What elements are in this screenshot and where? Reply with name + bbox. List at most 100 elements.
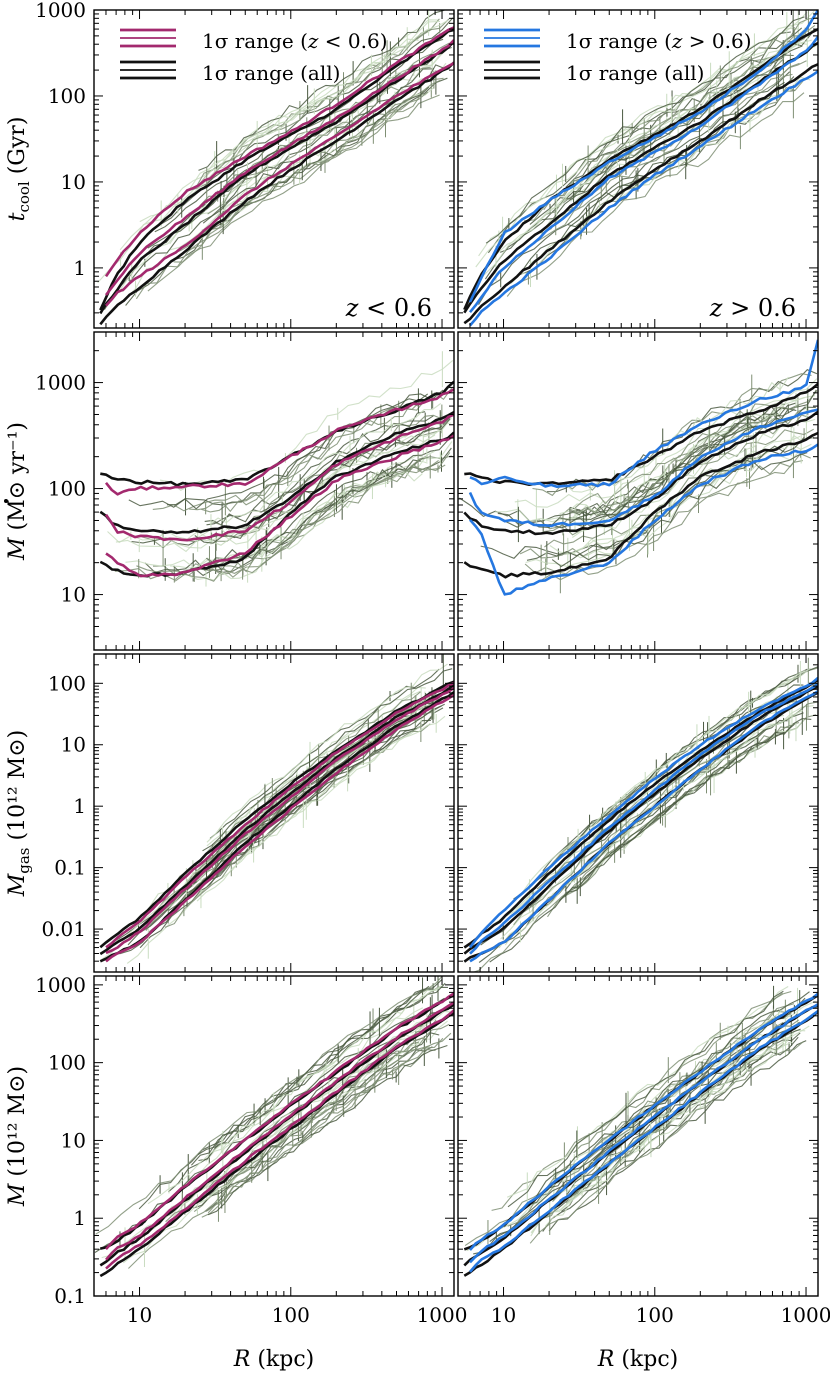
- cluster-profile-line: [537, 73, 793, 242]
- cluster-profile-line: [529, 1040, 805, 1244]
- cluster-profile-line: [135, 90, 424, 300]
- panel-frame: [93, 975, 455, 1297]
- high-z-range-upper-line: [469, 339, 818, 488]
- low-z-range-lower-line: [105, 61, 454, 307]
- high-z-range-lower-line: [469, 443, 818, 596]
- x-tick-label: 1000: [781, 1303, 830, 1327]
- cluster-profile-line: [122, 68, 435, 292]
- high-z-range-median-line: [468, 35, 818, 314]
- high-z-range-upper-line: [469, 992, 818, 1251]
- panel-frame: [457, 975, 819, 1297]
- panel-mgas-low-z: [99, 654, 454, 964]
- y-tick-label: 1000: [35, 371, 86, 395]
- cluster-profile-line: [573, 990, 792, 1154]
- cluster-profile-line: [485, 16, 805, 244]
- cluster-profile-line: [189, 402, 420, 513]
- low-z-range-median-line: [104, 413, 454, 542]
- all-range-upper-line: [463, 678, 818, 949]
- high-z-range-upper-line: [468, 10, 818, 303]
- cluster-profile-line: [147, 94, 440, 292]
- cluster-profile-line: [556, 60, 807, 220]
- low-z-range-lower-line: [105, 434, 454, 578]
- cluster-profile-line: [565, 27, 803, 188]
- all-range-median-line: [99, 411, 454, 535]
- panel-frame: [93, 331, 455, 651]
- cluster-profile-line: [207, 1037, 444, 1214]
- y-tick-label: 100: [48, 477, 86, 501]
- y-tick-label: 1: [73, 256, 86, 280]
- cluster-profile-line: [207, 1044, 448, 1216]
- cluster-profile-line: [95, 976, 444, 1235]
- cluster-profile-line: [164, 723, 431, 928]
- high-z-range-median-line: [469, 682, 818, 955]
- cluster-profile-line: [520, 76, 795, 274]
- panel-frame: [457, 331, 819, 651]
- all-range-upper-line: [99, 28, 454, 311]
- cluster-profile-line: [526, 436, 805, 561]
- low-z-range-median-line: [105, 686, 454, 955]
- high-z-range-lower-line: [469, 1009, 818, 1273]
- cluster-profile-line: [464, 1010, 785, 1247]
- cluster-profile-line: [194, 418, 451, 544]
- y-tick-label: 100: [48, 84, 86, 108]
- high-z-range-median-line: [469, 1003, 818, 1264]
- low-z-range-lower-line: [105, 1009, 454, 1270]
- cluster-profile-line: [204, 459, 439, 575]
- cluster-profile-line: [114, 452, 451, 581]
- cluster-profile-line: [126, 724, 423, 964]
- cluster-profile-line: [525, 443, 812, 567]
- y-tick-label: 0.01: [41, 917, 86, 941]
- panel-tcool-high-z: [463, 10, 818, 327]
- y-tick-label: 1000: [35, 973, 86, 997]
- cluster-profile-line: [204, 415, 434, 526]
- cluster-profile-line: [144, 454, 428, 574]
- y-axis-label-mtot: M (10¹² M⊙): [5, 1066, 30, 1207]
- cluster-profile-line: [197, 985, 430, 1155]
- all-range-upper-line: [99, 680, 454, 949]
- high-z-range-upper-line: [468, 676, 818, 949]
- cluster-profile-line: [198, 10, 446, 171]
- legend-label: 1σ range (all): [566, 61, 704, 85]
- cluster-profile-line: [532, 373, 812, 497]
- cluster-profile-line: [205, 983, 445, 1162]
- cluster-profile-line: [202, 64, 445, 224]
- all-range-lower-line: [463, 63, 818, 325]
- panel-mgas-high-z: [463, 657, 818, 972]
- redshift-annotation: z < 0.6: [345, 294, 432, 322]
- panel-tcool-low-z: [97, 10, 454, 326]
- cluster-profile-line: [127, 699, 443, 946]
- y-axis-label-mgas: Mgas (10¹² M⊙): [5, 730, 33, 898]
- x-tick-label: 100: [636, 1303, 674, 1327]
- all-range-median-line: [463, 410, 818, 536]
- panel-mtot-high-z: [463, 985, 818, 1277]
- y-tick-label: 10: [61, 733, 86, 757]
- cluster-profile-line: [562, 74, 814, 245]
- cluster-profile-line: [506, 92, 805, 297]
- cluster-profile-line: [506, 986, 789, 1198]
- cluster-profile-line: [564, 719, 788, 891]
- low-z-range-median-line: [105, 1001, 454, 1261]
- all-range-median-line: [463, 685, 818, 955]
- cluster-profile-line: [205, 1046, 433, 1213]
- cluster-profile-line: [94, 997, 445, 1253]
- y-tick-label: 10: [61, 583, 86, 607]
- panel-frame: [457, 9, 819, 329]
- cluster-profile-line: [571, 404, 800, 514]
- high-z-range-lower-line: [469, 690, 818, 963]
- panel-mdot-low-z: [99, 351, 454, 587]
- cluster-profile-line: [559, 397, 805, 515]
- x-tick-label: 1000: [417, 1303, 468, 1327]
- cluster-profile-line: [541, 460, 803, 581]
- cluster-profile-line: [520, 667, 812, 895]
- cluster-profile-line: [564, 732, 784, 897]
- redshift-annotation: z > 0.6: [709, 294, 796, 322]
- cluster-profile-line: [571, 444, 802, 559]
- cluster-profile-line: [209, 403, 442, 525]
- cluster-profile-line: [205, 459, 421, 571]
- low-z-range-upper-line: [105, 992, 454, 1251]
- cluster-profile-line: [544, 1041, 793, 1227]
- cluster-profile-line: [173, 91, 429, 263]
- cluster-profile-line: [206, 663, 448, 843]
- all-range-upper-line: [463, 28, 818, 311]
- cluster-profile-line: [174, 464, 446, 582]
